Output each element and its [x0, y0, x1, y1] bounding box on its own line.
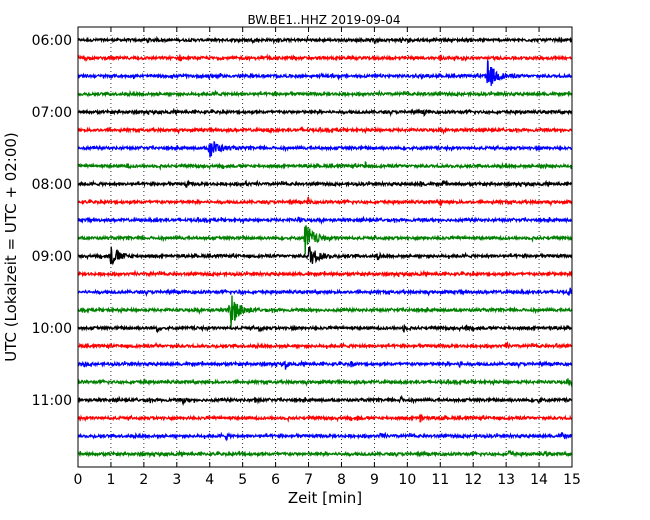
- trace-06:30: [77, 60, 573, 87]
- x-tick-label: 14: [530, 472, 548, 488]
- x-tick-label: 15: [563, 472, 581, 488]
- x-tick-label: 5: [238, 472, 247, 488]
- x-tick-label: 1: [106, 472, 115, 488]
- trace-07:15: [77, 126, 573, 135]
- y-tick-label: 10:00: [32, 321, 72, 337]
- trace-09:00: [77, 246, 573, 266]
- x-tick-label: 3: [172, 472, 181, 488]
- trace-11:30: [77, 431, 573, 442]
- y-axis-ticks: 06:00 07:00 08:00 09:00 10:00 11:00: [32, 33, 572, 409]
- x-tick-label: 11: [431, 472, 449, 488]
- trace-11:45: [77, 449, 573, 459]
- x-tick-label: 0: [74, 472, 83, 488]
- chart-title: BW.BE1..HHZ 2019-09-04: [247, 13, 400, 27]
- trace-08:30: [77, 215, 573, 225]
- x-tick-label: 7: [304, 472, 313, 488]
- trace-10:00: [77, 323, 573, 334]
- plot-frame: [77, 26, 573, 468]
- x-tick-label: 4: [205, 472, 214, 488]
- trace-06:00: [77, 35, 573, 45]
- x-tick-label: 12: [464, 472, 482, 488]
- y-tick-label: 06:00: [32, 33, 72, 49]
- x-tick-label: 10: [398, 472, 416, 488]
- trace-10:45: [77, 378, 573, 388]
- y-axis-label: UTC (Lokalzeit = UTC + 02:00): [2, 132, 20, 362]
- trace-10:15: [77, 341, 573, 350]
- x-tick-label: 8: [337, 472, 346, 488]
- y-tick-label: 11:00: [32, 393, 72, 409]
- trace-07:45: [77, 160, 573, 171]
- trace-11:15: [77, 413, 573, 423]
- x-tick-label: 13: [497, 472, 515, 488]
- y-tick-label: 08:00: [32, 177, 72, 193]
- trace-07:00: [77, 107, 573, 118]
- grid-lines: [110, 27, 540, 467]
- trace-09:30: [77, 287, 573, 298]
- seismic-traces: [77, 35, 573, 459]
- x-axis-ticks: 0 1 2 3 4 5 6 7 8 9 10 11 12 13 14 15: [74, 27, 581, 488]
- trace-08:15: [77, 196, 573, 207]
- trace-10:30: [77, 359, 573, 370]
- trace-09:15: [77, 269, 573, 279]
- trace-08:00: [77, 179, 573, 189]
- x-tick-label: 2: [139, 472, 148, 488]
- y-tick-label: 07:00: [32, 105, 72, 121]
- y-tick-label: 09:00: [32, 249, 72, 265]
- trace-08:45: [77, 225, 573, 255]
- trace-09:45: [77, 295, 573, 327]
- x-tick-label: 6: [271, 472, 280, 488]
- x-tick-label: 9: [370, 472, 379, 488]
- trace-06:15: [77, 53, 573, 62]
- trace-11:00: [77, 394, 573, 407]
- trace-07:30: [77, 141, 573, 158]
- trace-06:45: [77, 89, 573, 98]
- x-axis-label: Zeit [min]: [288, 489, 362, 507]
